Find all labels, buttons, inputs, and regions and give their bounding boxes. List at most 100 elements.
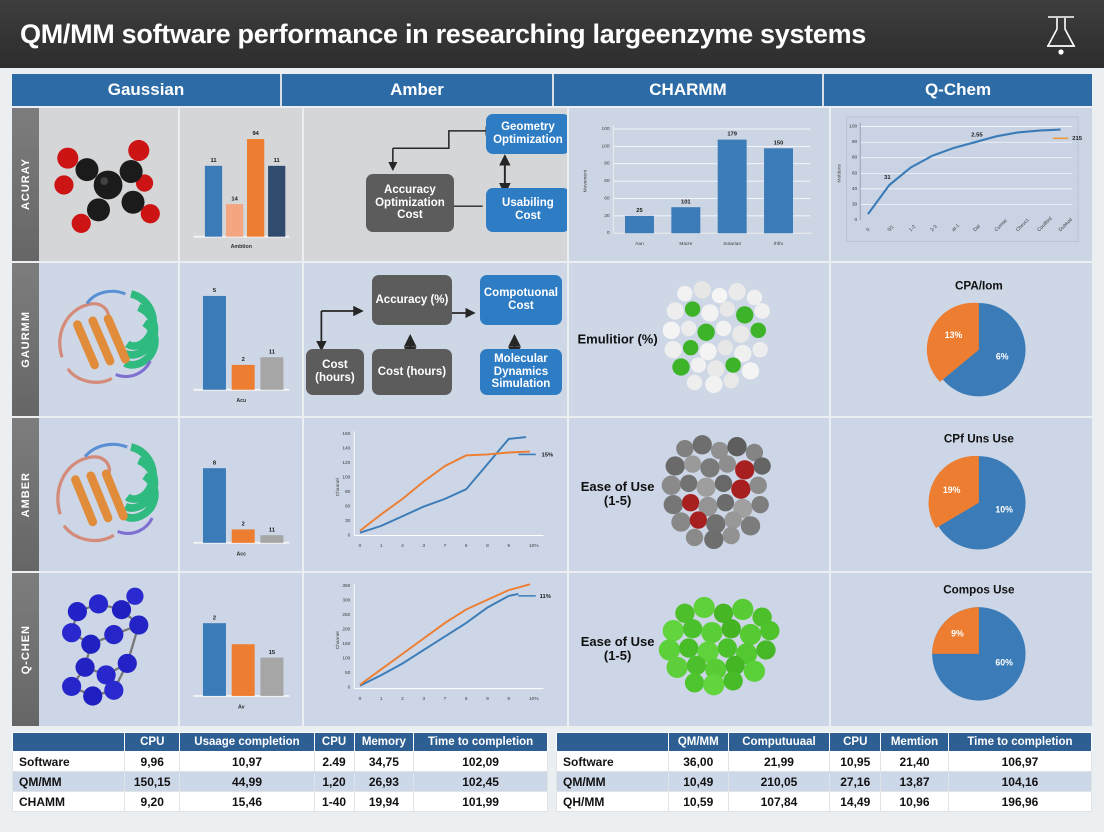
y-tick-0: 100	[601, 126, 609, 132]
a4y-tick-3: 200	[342, 627, 350, 633]
table-left-r1-c0: 150,15	[123, 771, 181, 793]
bar-label-r2-1: 2	[242, 357, 245, 363]
line-label-31: 31	[884, 175, 891, 181]
flow-cost-hours-1[interactable]: Cost (hours)	[305, 349, 364, 395]
table-left-r2-c1: 15,46	[179, 791, 315, 813]
table-left-th-3[interactable]: Memory	[353, 731, 415, 753]
y-tick-6: 0	[606, 230, 609, 236]
table-right: QM/MM Computuuaal CPU Memtion Time to co…	[556, 731, 1093, 813]
bar-label-r4-0: 2	[213, 615, 216, 621]
chart-gaussian-bar-r3: 8 2 11 Acc	[180, 418, 304, 573]
table-right-th-1[interactable]: Computuuaal	[727, 731, 831, 753]
a4y-tick-5: 100	[342, 656, 350, 662]
table-right-header-row: QM/MM Computuuaal CPU Memtion Time to co…	[556, 731, 1093, 753]
flow-accuracy-percent[interactable]: Accuracy (%)	[371, 275, 452, 325]
table-left-r0-name: Software	[12, 751, 125, 773]
flow-computational-cost[interactable]: Compotuonal Cost	[479, 275, 562, 325]
a3x-tick-2: 4	[401, 543, 404, 549]
poster-row-1: ACURAY	[12, 108, 1092, 263]
protein-ribbon-r2	[39, 263, 181, 418]
x-tick-maize: Maize	[679, 241, 692, 247]
table-right-r0-c0: 36,00	[668, 751, 729, 773]
a3x-tick-1: 1	[380, 543, 383, 549]
table-left-th-0[interactable]: CPU	[123, 731, 181, 753]
a4y-tick-4: 150	[342, 641, 350, 647]
table-right-r1-c4: 104,16	[947, 771, 1093, 793]
bar-label-maize: 101	[681, 199, 691, 205]
chart-charmm-bar-r1: 25 101 179 150 Aan Maize Sotarian Ihfm 1…	[568, 108, 832, 263]
a4x-tick-5: 6	[465, 696, 468, 702]
a4x-tick-3: 3	[422, 696, 425, 702]
table-row: Software 9,96 10,97 2.49 34,75 102,09	[12, 751, 548, 773]
qy-tick-4: 40	[852, 186, 858, 192]
a4y-tick-6: 50	[345, 670, 351, 676]
column-header-qchem[interactable]: Q-Chem	[824, 74, 1092, 106]
a3x-tick-7: 9	[507, 543, 510, 549]
a4x-tick-2: 2	[401, 696, 404, 702]
flow-usability-cost[interactable]: Usabiling Cost	[485, 188, 567, 232]
qy-tick-1: 90	[852, 139, 858, 145]
flow-cost-hours-2[interactable]: Cost (hours)	[371, 349, 452, 395]
row-label-amber: AMBER	[12, 418, 40, 573]
table-left-corner	[12, 731, 125, 753]
table-row: QH/MM 10,59 107,84 14,49 10,96 196,96	[556, 791, 1093, 813]
a4y-tick-2: 250	[342, 612, 350, 618]
table-left-th-4[interactable]: Time to completion	[413, 731, 548, 753]
a4x-tick-8: 10%	[529, 696, 539, 702]
table-right-r2-c2: 14,49	[829, 791, 882, 813]
a3y-axis-title: Channel	[335, 478, 341, 496]
table-right-th-3[interactable]: Memtion	[880, 731, 949, 753]
pie-title-r4: Compos Use	[944, 584, 1016, 597]
charmm-label-r3: Ease of Use (1-5)	[580, 478, 655, 509]
column-header-gaussian[interactable]: Gaussian	[12, 74, 282, 106]
flow-accuracy-optimization-cost[interactable]: Accuracy Optimization Cost	[365, 174, 454, 232]
molecule-ballstick-carbonate	[39, 108, 181, 263]
flow-molecular-dynamics[interactable]: Molecular Dynamics Simulation	[479, 349, 562, 395]
qy-tick-2: 80	[852, 155, 858, 161]
a3x-tick-8: 10%	[529, 543, 539, 549]
a3y-tick-3: 100	[342, 475, 350, 481]
pie-title-r2: CPA/Iom	[955, 279, 1003, 292]
table-right-r2-c3: 10,96	[880, 791, 949, 813]
table-right-th-4[interactable]: Time to completion	[947, 731, 1093, 753]
a3y-tick-5: 60	[345, 504, 351, 510]
a3y-tick-0: 160	[342, 431, 350, 437]
row-label-gaurmm: GAURMM	[12, 263, 40, 418]
bar-label-sotarian: 179	[727, 132, 737, 138]
column-header-charmm[interactable]: CHARMM	[554, 74, 824, 106]
a3x-tick-0: 0	[359, 543, 362, 549]
table-right-r2-c4: 196,96	[947, 791, 1093, 813]
charmm-surface-r4: Ease of Use (1-5)	[568, 573, 832, 728]
bar-label-r2-0: 5	[213, 288, 217, 294]
x-axis-label-r4: Av	[238, 704, 245, 710]
amber-line-label-r3: 15%	[541, 452, 553, 458]
table-right-corner	[556, 731, 669, 753]
table-row: CHAMM 9,20 15,46 1-40 19,94 101,99	[12, 791, 548, 813]
a4y-axis-title: Channel	[335, 631, 341, 649]
table-left-r2-c3: 19,94	[353, 791, 415, 813]
table-left-th-1[interactable]: Usaage completion	[179, 731, 315, 753]
table-left-th-2[interactable]: CPU	[313, 731, 355, 753]
table-right-th-0[interactable]: QM/MM	[668, 731, 729, 753]
table-left-r2-name: CHAMM	[12, 791, 125, 813]
a4x-tick-6: 9	[486, 696, 489, 702]
bar-label-r3-1: 2	[242, 522, 245, 528]
a4y-tick-7: 0	[348, 685, 351, 691]
table-left-r1-c4: 102,45	[413, 771, 548, 793]
qy-tick-5: 30	[852, 201, 858, 207]
table-right-r2-c1: 107,84	[727, 791, 831, 813]
column-header-amber[interactable]: Amber	[282, 74, 554, 106]
qy-tick-0: 100	[849, 124, 857, 130]
row-label-acuray-text: ACURAY	[19, 158, 32, 211]
table-row: QM/MM 150,15 44,99 1,20 26,93 102,45	[12, 771, 548, 793]
qx-tick-3: 2-3	[930, 224, 939, 233]
y-tick-3: 60	[604, 178, 610, 184]
table-row: Software 36,00 21,99 10,95 21,40 106,97	[556, 751, 1093, 773]
qy-tick-3: 60	[852, 170, 858, 176]
flow-geometry-optimization[interactable]: Geometry Optimization	[485, 114, 567, 154]
line-legend-215: 215	[1073, 136, 1083, 142]
line-label-255: 2.55	[972, 132, 984, 138]
table-right-th-2[interactable]: CPU	[829, 731, 882, 753]
x-tick-ihfm: Ihfm	[773, 241, 782, 247]
